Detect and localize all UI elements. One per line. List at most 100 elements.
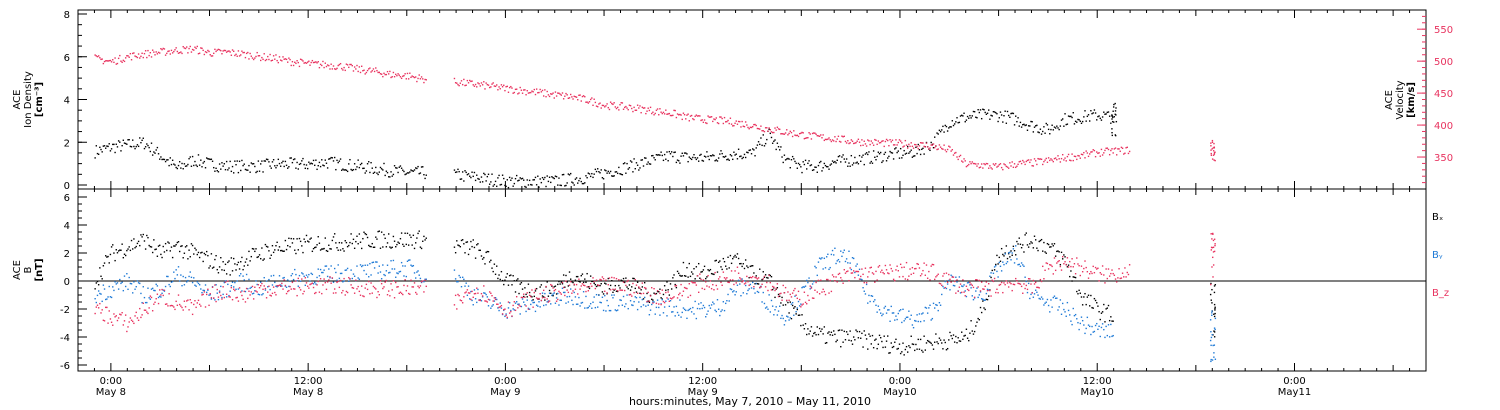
data-point xyxy=(168,50,170,52)
data-point xyxy=(523,301,525,303)
x-tick-label-time: 12:00 xyxy=(688,376,717,387)
data-point xyxy=(546,281,548,283)
data-point xyxy=(511,87,513,89)
data-point xyxy=(682,155,685,157)
data-point xyxy=(958,155,961,158)
data-point xyxy=(742,125,745,127)
data-point xyxy=(619,289,621,291)
data-point xyxy=(1060,119,1063,121)
data-point xyxy=(222,50,224,52)
data-point xyxy=(295,280,297,282)
data-point xyxy=(423,81,425,84)
data-point xyxy=(809,288,811,290)
data-point xyxy=(729,288,732,290)
data-point xyxy=(634,296,636,298)
data-point xyxy=(558,280,560,283)
data-point xyxy=(390,260,392,262)
data-point xyxy=(368,161,370,163)
data-point xyxy=(351,169,353,172)
data-point xyxy=(1018,125,1020,127)
data-point xyxy=(781,314,783,317)
data-point xyxy=(914,155,916,157)
data-point xyxy=(519,305,521,308)
data-point xyxy=(564,291,566,294)
data-point xyxy=(879,151,882,154)
data-point xyxy=(675,305,678,308)
data-point xyxy=(931,144,934,146)
data-point xyxy=(912,326,915,329)
data-point xyxy=(1084,157,1086,159)
data-point xyxy=(633,158,635,160)
data-point xyxy=(352,168,355,171)
data-point xyxy=(667,113,669,115)
data-point xyxy=(869,162,871,164)
data-point xyxy=(303,62,305,64)
data-point xyxy=(566,94,568,96)
data-point xyxy=(903,320,905,322)
data-point xyxy=(1019,160,1022,163)
data-point xyxy=(230,286,233,289)
data-point xyxy=(887,272,889,274)
data-point xyxy=(187,52,189,54)
data-point xyxy=(1073,155,1076,157)
data-point xyxy=(232,288,235,290)
data-point xyxy=(518,179,520,181)
data-point xyxy=(703,265,706,268)
data-point xyxy=(460,239,463,242)
data-point xyxy=(425,285,427,288)
data-point xyxy=(694,282,696,284)
data-point xyxy=(310,61,312,64)
data-point xyxy=(723,260,726,263)
data-point xyxy=(862,287,864,289)
data-point xyxy=(641,286,644,288)
data-point xyxy=(814,265,816,268)
data-point xyxy=(1039,278,1042,281)
data-point xyxy=(1105,113,1107,115)
data-point xyxy=(821,137,823,139)
data-point xyxy=(463,180,465,182)
data-point xyxy=(201,47,203,50)
data-point xyxy=(809,164,811,167)
data-point xyxy=(297,277,299,280)
data-point xyxy=(625,105,627,108)
data-point xyxy=(647,304,649,306)
data-point xyxy=(601,291,604,293)
data-point xyxy=(1103,328,1105,331)
data-point xyxy=(159,244,161,247)
data-point xyxy=(305,234,308,237)
data-point xyxy=(403,284,405,287)
data-point xyxy=(732,125,734,127)
data-point xyxy=(734,294,736,296)
data-point xyxy=(877,266,880,268)
data-point xyxy=(109,296,112,298)
data-point xyxy=(733,283,735,286)
data-point xyxy=(1052,160,1054,163)
data-point xyxy=(673,306,675,308)
data-point xyxy=(776,142,779,144)
data-point xyxy=(975,279,977,281)
data-point xyxy=(722,301,725,303)
data-point xyxy=(706,151,708,153)
data-point xyxy=(410,236,412,239)
data-point xyxy=(511,284,513,286)
data-point xyxy=(986,163,989,165)
data-point xyxy=(483,172,485,175)
data-point xyxy=(465,291,467,293)
data-point xyxy=(856,263,858,265)
data-point xyxy=(1050,128,1052,131)
data-point xyxy=(1077,118,1079,121)
data-point xyxy=(274,58,276,60)
data-point xyxy=(479,85,481,87)
data-point xyxy=(252,58,255,61)
data-point xyxy=(1074,273,1077,275)
data-point xyxy=(372,261,375,263)
data-point xyxy=(611,102,613,105)
data-point xyxy=(1098,280,1100,282)
data-point xyxy=(892,278,895,281)
data-point xyxy=(1064,311,1066,313)
data-point xyxy=(807,294,809,297)
data-point xyxy=(560,184,563,187)
data-point xyxy=(1057,155,1059,157)
data-point xyxy=(728,267,730,269)
data-point xyxy=(390,76,392,79)
